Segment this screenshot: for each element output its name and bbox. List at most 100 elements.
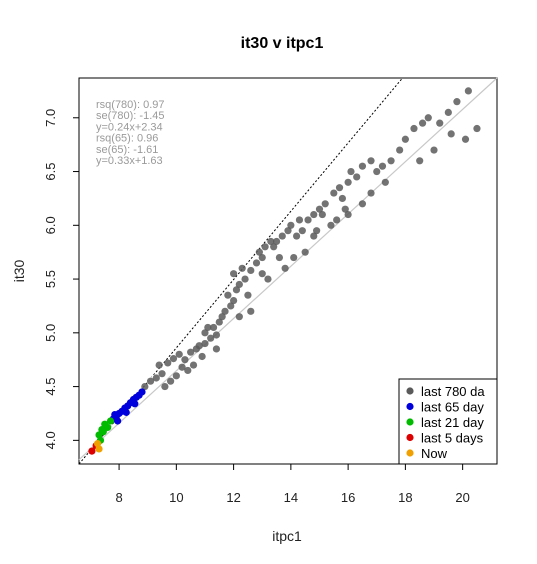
data-point: [167, 377, 175, 385]
data-point: [230, 270, 238, 278]
data-point: [224, 291, 232, 299]
data-point: [378, 162, 387, 170]
y-tick-label: 5.0: [43, 324, 58, 342]
data-point: [347, 167, 355, 176]
y-tick-label: 7.0: [43, 109, 58, 127]
data-point: [218, 313, 226, 321]
data-point: [333, 216, 341, 224]
legend-label: Now: [421, 446, 448, 461]
data-point: [401, 135, 409, 143]
data-point: [330, 189, 338, 197]
data-point: [209, 323, 218, 332]
data-point: [169, 355, 178, 363]
legend-marker: [406, 402, 414, 411]
data-point: [94, 439, 102, 448]
data-point: [315, 205, 324, 213]
data-point: [373, 167, 381, 176]
data-point: [473, 124, 481, 133]
data-point: [341, 205, 349, 213]
data-point: [444, 108, 452, 117]
x-tick-label: 18: [398, 490, 412, 505]
stats-line: se(780): -1.45: [96, 110, 164, 122]
data-point: [338, 194, 346, 203]
data-point: [310, 210, 318, 219]
y-axis-label: it30: [11, 260, 27, 283]
data-point: [278, 232, 286, 240]
x-tick-label: 20: [455, 490, 469, 505]
data-point: [158, 370, 166, 378]
x-tick-label: 10: [169, 490, 183, 505]
y-tick-label: 4.0: [43, 431, 58, 449]
data-point: [358, 200, 367, 208]
data-point: [201, 329, 209, 337]
y-axis: 4.0 4.5 5.0 5.5 6.0 6.5 7.0: [43, 109, 79, 449]
data-point: [416, 157, 424, 165]
y-tick-label: 5.5: [43, 270, 58, 288]
data-points: [88, 87, 481, 455]
x-tick-label: 16: [341, 490, 355, 505]
stats-line: y=0.33x+1.63: [96, 155, 163, 167]
data-point: [232, 286, 241, 294]
data-point: [298, 227, 306, 235]
data-point: [258, 270, 266, 278]
legend-marker: [406, 418, 414, 426]
data-point: [447, 130, 455, 138]
data-point: [230, 296, 238, 305]
data-point: [258, 253, 266, 262]
data-point: [327, 221, 335, 229]
data-point: [295, 216, 304, 224]
x-axis-label: itpc1: [272, 528, 302, 544]
data-point: [212, 345, 221, 353]
legend-label: last 5 days: [421, 431, 484, 446]
data-point: [304, 216, 312, 224]
data-point: [353, 173, 361, 181]
data-point: [358, 162, 367, 170]
data-point: [106, 417, 115, 425]
data-point: [418, 119, 427, 127]
data-point: [88, 447, 96, 455]
data-point: [212, 331, 221, 339]
y-tick-label: 6.5: [43, 163, 58, 181]
data-point: [247, 266, 255, 275]
data-point: [181, 356, 189, 364]
data-point: [344, 210, 352, 219]
data-point: [138, 388, 146, 396]
data-point: [215, 318, 223, 326]
data-point: [381, 178, 389, 186]
data-point: [198, 352, 206, 361]
data-point: [161, 382, 169, 391]
data-point: [290, 253, 298, 262]
y-tick-label: 6.0: [43, 216, 58, 234]
data-point: [247, 307, 255, 315]
data-point: [367, 157, 375, 165]
data-point: [272, 237, 281, 246]
legend-marker: [406, 449, 414, 457]
data-point: [201, 339, 209, 348]
data-point: [270, 243, 278, 251]
data-point: [310, 232, 318, 240]
data-point: [255, 248, 263, 256]
stats-line: rsq(65): 0.96: [96, 133, 158, 145]
stats-line: se(65): -1.61: [96, 144, 158, 156]
data-point: [207, 334, 215, 342]
data-point: [241, 275, 249, 283]
data-point: [187, 348, 195, 356]
data-point: [178, 363, 186, 371]
data-point: [131, 400, 139, 408]
data-point: [227, 302, 235, 310]
data-point: [261, 243, 269, 251]
data-point: [313, 227, 321, 235]
legend-marker: [406, 387, 414, 395]
data-point: [172, 372, 180, 380]
y-tick-label: 4.5: [43, 378, 58, 396]
data-point: [184, 366, 192, 375]
data-point: [424, 114, 432, 122]
data-point: [204, 323, 212, 332]
data-point: [244, 291, 252, 299]
x-tick-label: 8: [115, 490, 122, 505]
x-tick-label: 12: [226, 490, 240, 505]
data-point: [275, 253, 284, 262]
